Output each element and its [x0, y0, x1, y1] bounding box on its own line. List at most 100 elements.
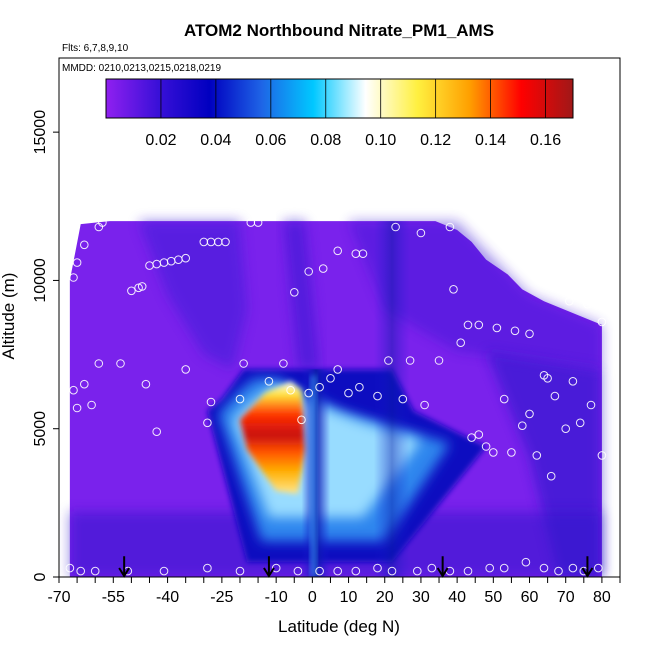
flight-point — [94, 359, 104, 368]
flight-point — [518, 421, 527, 431]
flight-point — [463, 320, 473, 330]
flight-point — [597, 317, 607, 327]
flight-point — [474, 430, 484, 439]
flight-point — [510, 326, 520, 336]
flight-point — [521, 557, 531, 567]
x-tick-label: 80 — [593, 589, 611, 606]
flight-point — [206, 397, 216, 407]
plume-core — [239, 381, 306, 494]
colorbar-tick-label: 0.14 — [475, 132, 506, 149]
x-tick-label: 0 — [308, 589, 317, 606]
flight-point — [203, 563, 212, 573]
flight-point — [239, 359, 248, 368]
x-tick-label: -55 — [102, 589, 125, 606]
x-tick-label: -25 — [210, 589, 233, 606]
arrows — [118, 556, 594, 578]
flight-point — [416, 228, 426, 238]
flight-point — [373, 563, 382, 573]
colorbar-tick-label: 0.16 — [530, 132, 561, 149]
flight-point — [264, 377, 274, 386]
x-tick-label: 30 — [412, 589, 430, 606]
flight-point — [318, 264, 328, 273]
flight-point — [72, 403, 82, 413]
colorbar-tick-label: 0.08 — [310, 132, 341, 149]
flight-point — [568, 377, 578, 386]
colorbar-swatch — [105, 78, 574, 119]
dates-note: MMDD: 0210,0213,0215,0218,0219 — [62, 63, 221, 74]
flight-point — [485, 563, 495, 573]
field-band-upper-center — [283, 221, 320, 370]
flight-point — [271, 563, 281, 573]
x-tick-label: -10 — [265, 589, 288, 606]
x-tick-label: -70 — [47, 589, 70, 606]
flight-point — [539, 563, 549, 573]
flights-note: Flts: 6,7,8,9,10 — [62, 43, 129, 54]
flight-point — [137, 282, 147, 291]
flight-point — [586, 400, 596, 410]
flight-point — [304, 388, 314, 398]
flight-point — [355, 382, 364, 392]
flight-point — [467, 433, 476, 442]
flight-point — [405, 356, 415, 365]
flight-point — [420, 400, 429, 410]
x-tick-label: 40 — [448, 589, 466, 606]
chart-title: ATOM2 Northbound Nitrate_PM1_AMS — [184, 21, 494, 40]
arrow-marker — [263, 556, 275, 578]
flight-point — [181, 365, 190, 374]
flight-point — [554, 566, 563, 576]
flight-point — [550, 391, 560, 401]
flight-point — [141, 379, 151, 389]
flight-point — [98, 218, 107, 227]
flight-point — [463, 566, 473, 576]
nitrate-field — [69, 221, 602, 577]
x-tick-label: 10 — [340, 589, 358, 606]
flight-point — [532, 451, 542, 460]
flight-point — [87, 400, 96, 410]
flight-point — [583, 299, 592, 309]
colorbar-tick-label: 0.12 — [420, 132, 451, 149]
flight-point — [72, 258, 82, 267]
x-axis-label: Latitude (deg N) — [278, 617, 400, 636]
flight-point — [499, 394, 509, 404]
flight-point — [391, 222, 400, 232]
flight-point — [565, 296, 574, 306]
flight-point — [76, 566, 85, 576]
flight-point — [344, 388, 353, 398]
colorbar-tick-label: 0.10 — [365, 132, 396, 149]
flight-point — [116, 359, 125, 368]
flight-point — [525, 329, 534, 339]
flight-point — [80, 379, 89, 389]
colorbar-tick-label: 0.04 — [200, 132, 231, 149]
flight-point — [481, 442, 491, 451]
flight-point — [253, 218, 263, 227]
colorbar-tick-label: 0.06 — [255, 132, 286, 149]
flight-point — [597, 451, 607, 460]
plot-area — [65, 218, 607, 577]
flight-point — [203, 418, 212, 428]
flight-point — [507, 448, 516, 457]
arrow-marker — [436, 556, 449, 578]
flight-point — [594, 563, 603, 573]
field-band-upper-right — [348, 221, 602, 370]
x-tick-label: 50 — [484, 589, 502, 606]
flight-point — [456, 338, 466, 348]
flight-point — [449, 285, 458, 294]
flight-point — [474, 320, 484, 330]
x-tick-label: 20 — [376, 589, 394, 606]
flight-point — [235, 394, 245, 404]
field-band-upper-left — [138, 221, 248, 370]
field-column-equator-core — [310, 375, 317, 577]
y-tick-label: 10000 — [32, 258, 49, 303]
flight-point — [315, 566, 324, 576]
flight-point — [561, 424, 571, 434]
flight-point — [398, 394, 408, 404]
flight-point — [69, 273, 78, 282]
flight-point — [546, 471, 556, 481]
x-tick-label: -40 — [156, 589, 179, 606]
flight-point — [290, 288, 299, 297]
colorbar-tick-label: 0.02 — [145, 132, 176, 149]
y-tick-label: 5000 — [32, 411, 49, 447]
flight-point — [286, 385, 295, 395]
arrow-marker — [118, 556, 130, 578]
